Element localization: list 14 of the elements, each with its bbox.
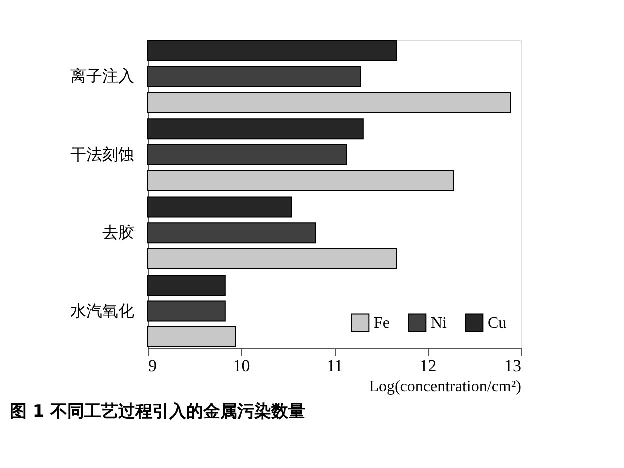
- x-axis-title: Log(concentration/cm²): [369, 378, 522, 396]
- x-tick-label: 10: [233, 356, 250, 376]
- y-tick-label: 水汽氧化: [70, 301, 134, 320]
- legend-label: Fe: [374, 314, 390, 332]
- text: 图 1 不同工艺过程引入的金属污染数量: [10, 402, 306, 422]
- y-tick-label: 离子注入: [70, 66, 134, 86]
- legend-label: Ni: [431, 314, 448, 332]
- x-tick-label: 12: [420, 356, 437, 376]
- x-tick-label: 13: [504, 356, 522, 376]
- y-tick-label: 干法刻蚀: [70, 144, 134, 164]
- x-tick-label: 9: [148, 356, 157, 376]
- legend-label: Cu: [488, 314, 507, 332]
- x-tick-label: 11: [326, 356, 344, 376]
- y-tick-label: 去胶: [102, 223, 134, 242]
